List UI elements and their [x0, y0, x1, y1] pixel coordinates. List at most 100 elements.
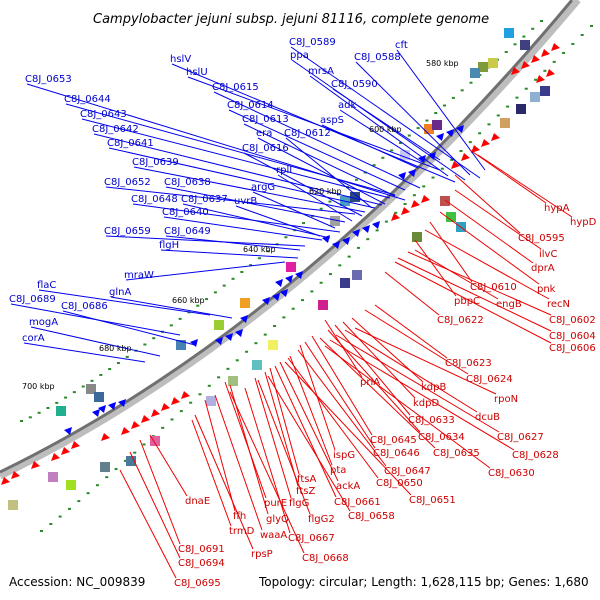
gene-feature-block[interactable] — [540, 86, 550, 96]
gene-label[interactable]: kdpD — [413, 398, 439, 409]
gene-label[interactable]: adk — [338, 100, 356, 111]
forward-gene-glyph[interactable] — [436, 133, 444, 141]
gene-label[interactable]: C8J_0615 — [212, 82, 259, 93]
gene-label[interactable]: hslV — [170, 54, 191, 65]
gene-label[interactable]: C8J_0650 — [376, 478, 423, 489]
reverse-gene-glyph[interactable] — [511, 67, 520, 75]
gene-label[interactable]: C8J_0602 — [549, 315, 596, 326]
gene-label[interactable]: C8J_0661 — [334, 497, 381, 508]
gene-label[interactable]: C8J_0667 — [288, 533, 335, 544]
reverse-gene-glyph[interactable] — [121, 427, 130, 435]
gene-feature-block[interactable] — [500, 118, 510, 128]
forward-gene-glyph[interactable] — [456, 125, 464, 133]
gene-label[interactable]: C8J_0624 — [466, 374, 513, 385]
gene-feature-block[interactable] — [66, 480, 76, 490]
gene-label[interactable]: C8J_0652 — [104, 177, 151, 188]
gene-label[interactable]: C8J_0686 — [61, 301, 108, 312]
gene-label[interactable]: flgG2 — [308, 514, 335, 525]
gene-label[interactable]: kdpB — [421, 382, 446, 393]
reverse-gene-glyph[interactable] — [471, 145, 480, 153]
gene-feature-block[interactable] — [352, 270, 362, 280]
gene-label[interactable]: C8J_0651 — [409, 495, 456, 506]
reverse-gene-glyph[interactable] — [131, 421, 140, 429]
gene-feature-block[interactable] — [94, 392, 104, 402]
gene-feature-block[interactable] — [126, 456, 136, 466]
gene-label[interactable]: C8J_0635 — [433, 448, 480, 459]
reverse-gene-glyph[interactable] — [421, 195, 430, 203]
gene-label[interactable]: priA — [360, 377, 380, 388]
reverse-gene-glyph[interactable] — [531, 55, 540, 63]
gene-label[interactable]: ackA — [336, 481, 360, 492]
gene-label[interactable]: uvrB — [234, 196, 257, 207]
gene-label[interactable]: C8J_0637 — [181, 194, 228, 205]
gene-feature-block[interactable] — [252, 360, 262, 370]
gene-label[interactable]: hypD — [570, 217, 597, 228]
gene-label[interactable]: mrsA — [308, 66, 334, 77]
gene-label[interactable]: C8J_0588 — [354, 52, 401, 63]
gene-feature-block[interactable] — [520, 40, 530, 50]
gene-label[interactable]: C8J_0694 — [178, 558, 225, 569]
reverse-gene-glyph[interactable] — [521, 61, 530, 69]
gene-label[interactable]: glnA — [109, 287, 131, 298]
gene-label[interactable]: C8J_0695 — [174, 578, 221, 589]
gene-label[interactable]: C8J_0659 — [104, 226, 151, 237]
reverse-gene-glyph[interactable] — [481, 139, 490, 147]
gene-feature-block[interactable] — [440, 196, 450, 206]
reverse-gene-glyph[interactable] — [401, 207, 410, 215]
reverse-gene-glyph[interactable] — [451, 161, 460, 169]
gene-label[interactable]: corA — [22, 333, 45, 344]
reverse-gene-glyph[interactable] — [161, 403, 170, 411]
gene-label[interactable]: era — [256, 128, 272, 139]
forward-gene-glyph[interactable] — [118, 399, 126, 407]
gene-feature-block[interactable] — [424, 124, 434, 134]
gene-label[interactable]: C8J_0595 — [518, 233, 565, 244]
gene-label[interactable]: C8J_0689 — [9, 294, 56, 305]
gene-label[interactable]: C8J_0638 — [164, 177, 211, 188]
forward-gene-glyph[interactable] — [398, 172, 406, 180]
reverse-gene-glyph[interactable] — [541, 49, 550, 57]
forward-gene-glyph[interactable] — [372, 221, 380, 229]
gene-label[interactable]: waaA — [260, 530, 287, 541]
forward-gene-glyph[interactable] — [362, 225, 370, 233]
gene-label[interactable]: C8J_0622 — [437, 315, 484, 326]
gene-feature-block[interactable] — [100, 462, 110, 472]
gene-label[interactable]: ftsZ — [296, 486, 315, 497]
forward-gene-glyph[interactable] — [108, 402, 116, 410]
forward-gene-glyph[interactable] — [225, 333, 233, 341]
reverse-gene-glyph[interactable] — [51, 453, 60, 461]
gene-feature-block[interactable] — [318, 300, 328, 310]
gene-label[interactable]: pta — [330, 465, 346, 476]
gene-feature-block[interactable] — [268, 340, 278, 350]
gene-label[interactable]: hypA — [544, 203, 570, 214]
gene-label[interactable]: mraW — [124, 270, 154, 281]
gene-feature-block[interactable] — [470, 68, 480, 78]
gene-label[interactable]: C8J_0645 — [370, 435, 417, 446]
gene-label[interactable]: ispG — [333, 450, 355, 461]
gene-label[interactable]: hslU — [186, 67, 208, 78]
gene-label[interactable]: C8J_0616 — [242, 143, 289, 154]
gene-label[interactable]: C8J_0642 — [92, 124, 139, 135]
gene-label[interactable]: C8J_0610 — [470, 282, 517, 293]
gene-label[interactable]: C8J_0668 — [302, 553, 349, 564]
forward-gene-glyph[interactable] — [332, 241, 340, 249]
forward-gene-glyph[interactable] — [64, 427, 72, 435]
reverse-gene-glyph[interactable] — [411, 200, 420, 208]
forward-gene-glyph[interactable] — [92, 409, 100, 417]
forward-gene-glyph[interactable] — [98, 405, 106, 413]
gene-label[interactable]: dnaE — [185, 496, 210, 507]
gene-label[interactable]: C8J_0613 — [242, 114, 289, 125]
forward-gene-glyph[interactable] — [408, 169, 416, 177]
gene-label[interactable]: C8J_0606 — [549, 343, 596, 354]
gene-feature-block[interactable] — [240, 298, 250, 308]
gene-feature-block[interactable] — [150, 436, 160, 446]
gene-label[interactable]: cft — [395, 40, 408, 51]
reverse-gene-glyph[interactable] — [181, 391, 190, 399]
forward-gene-glyph[interactable] — [418, 155, 426, 163]
reverse-gene-glyph[interactable] — [11, 471, 20, 479]
gene-label[interactable]: C8J_0590 — [331, 79, 378, 90]
forward-gene-glyph[interactable] — [240, 315, 248, 323]
gene-feature-block[interactable] — [504, 28, 514, 38]
forward-gene-glyph[interactable] — [272, 293, 280, 301]
gene-feature-block[interactable] — [228, 376, 238, 386]
forward-gene-glyph[interactable] — [352, 229, 360, 237]
